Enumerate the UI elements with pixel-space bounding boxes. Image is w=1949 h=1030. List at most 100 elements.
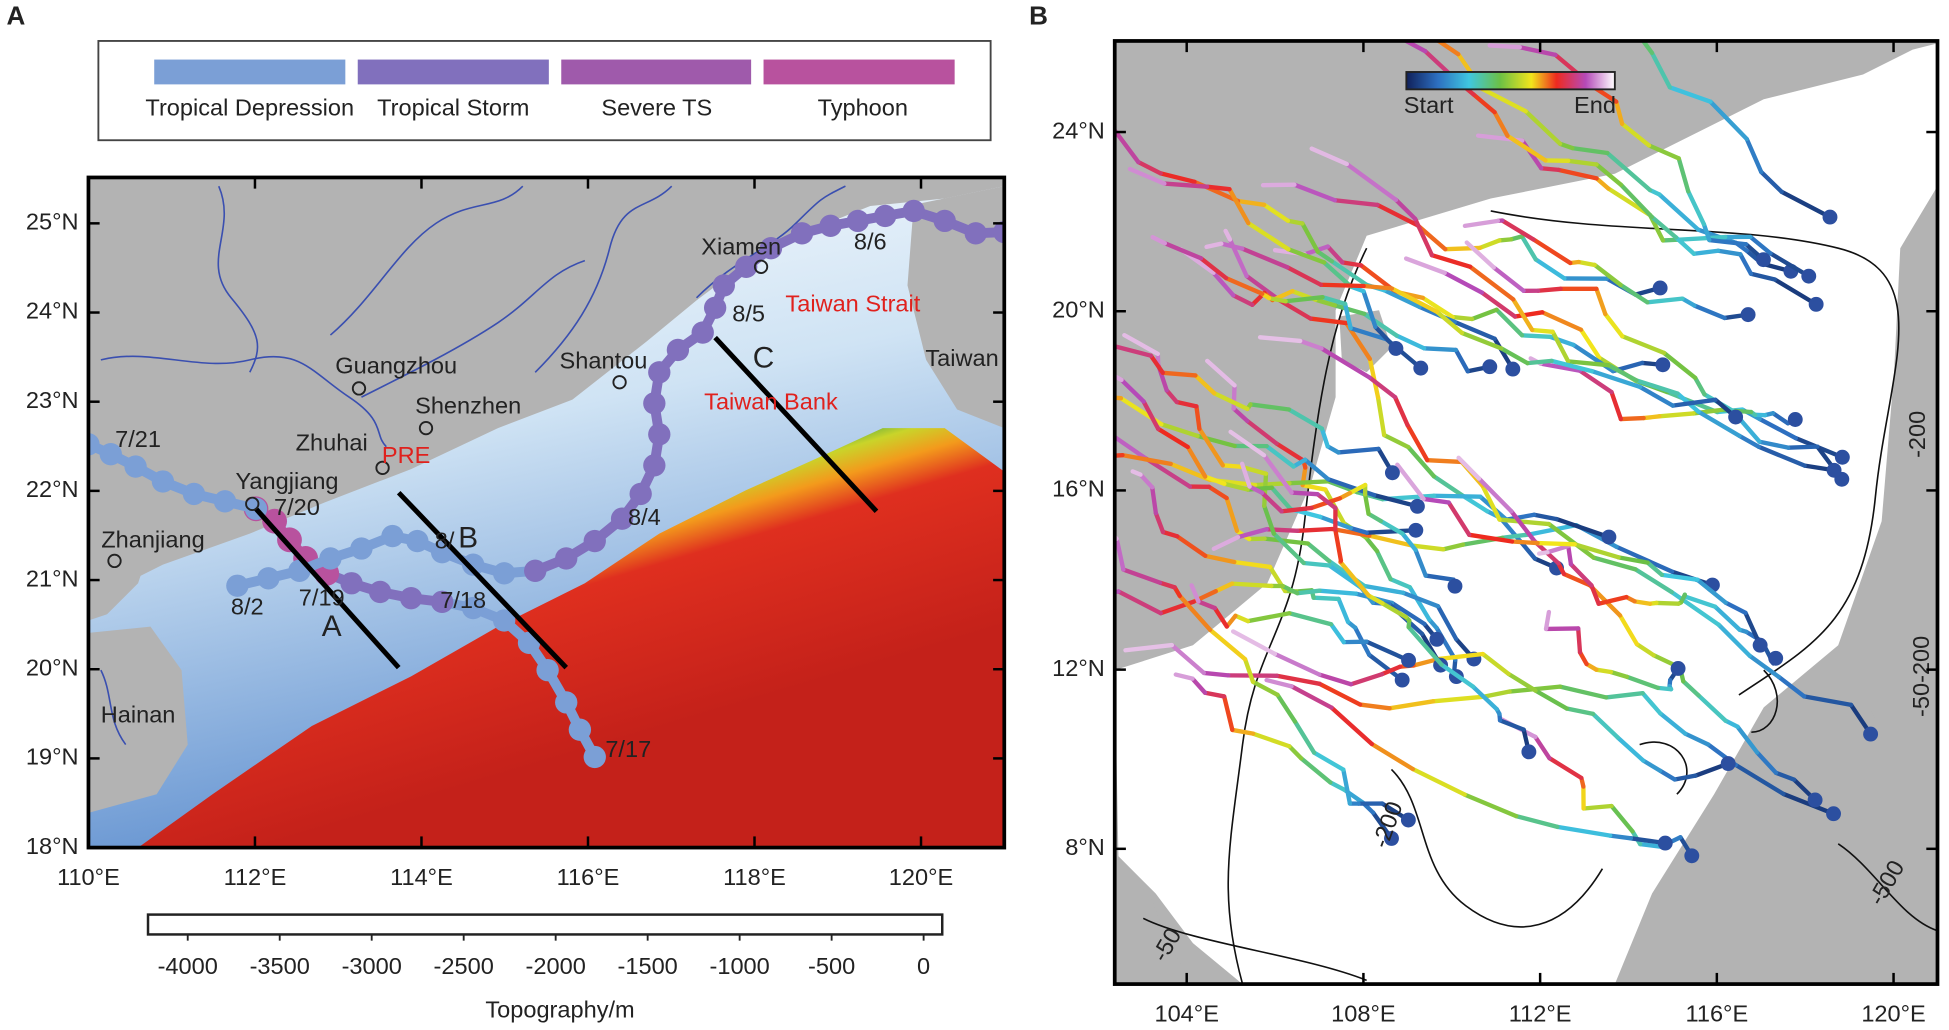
track-segment [1162, 241, 1204, 261]
track-segment [1581, 803, 1614, 811]
track-segment [1531, 512, 1559, 522]
track-segment [1383, 7, 1398, 36]
track-segment [1594, 176, 1611, 191]
date-label: 7/18 [440, 587, 486, 613]
track-segment [1201, 670, 1231, 678]
section-line [713, 335, 879, 513]
river [361, 259, 586, 398]
track-segment [1686, 189, 1707, 227]
legend-swatch [154, 59, 346, 85]
track-segment [1406, 444, 1437, 479]
colorbar-frame [146, 913, 944, 936]
track-segment [1164, 388, 1179, 405]
track-segment [1440, 542, 1466, 552]
river [100, 355, 387, 448]
track-point [406, 529, 429, 553]
track-segment [1319, 346, 1372, 380]
track-segment [1568, 562, 1594, 588]
track-segment [1410, 766, 1467, 797]
track-segment [1157, 580, 1177, 590]
track-segment [1434, 309, 1465, 336]
track-segment [1286, 247, 1327, 265]
track-segment [1244, 273, 1283, 303]
track-segment [1603, 691, 1645, 700]
track-segment [1649, 50, 1673, 90]
track-segment [1366, 593, 1385, 606]
track-segment [1545, 543, 1571, 555]
track-segment [1776, 674, 1807, 699]
y-tick-label: 18°N [26, 833, 79, 859]
track-segment [1277, 298, 1313, 321]
river [100, 669, 127, 746]
track-segment [1759, 169, 1784, 195]
track-segment [1576, 259, 1597, 268]
legend-label: Typhoon [818, 94, 908, 120]
track-start [1801, 268, 1817, 284]
y-tick-label: 8°N [1065, 834, 1105, 860]
track-segment [1616, 555, 1650, 565]
track-segment [1231, 293, 1255, 307]
track-segment [1608, 669, 1630, 680]
city-marker [418, 420, 434, 436]
track-segment [1566, 359, 1611, 368]
track-segment [1660, 237, 1680, 243]
track-point [368, 580, 392, 604]
track-segment [1194, 404, 1202, 431]
section-label: C [753, 342, 775, 375]
track-segment [1464, 240, 1496, 270]
track-start [1834, 449, 1850, 465]
track-segment [1231, 406, 1250, 424]
track-segment [1153, 510, 1166, 535]
frame-b [1112, 39, 1940, 986]
track-segment [1676, 156, 1691, 194]
track-segment [1156, 426, 1190, 450]
track-segment [1400, 531, 1418, 553]
track-segment [1361, 289, 1378, 330]
track-point [381, 524, 404, 548]
colorbar-title: Topography/m [485, 997, 634, 1023]
track-segment [1733, 762, 1786, 797]
track-segment [1261, 453, 1294, 495]
track-segment [1405, 422, 1430, 463]
track-segment [1264, 677, 1294, 689]
track-segment [1412, 216, 1435, 258]
track-segment [1274, 441, 1306, 463]
track-segment [1292, 719, 1317, 755]
track-point [257, 567, 280, 590]
track-point [124, 455, 147, 478]
legend-label: Tropical Depression [145, 94, 354, 120]
date-label: 8/5 [732, 300, 765, 326]
track-segment [1266, 295, 1288, 304]
track-segment [1114, 536, 1126, 572]
tracks [1114, 7, 1879, 864]
track-segment [1116, 589, 1163, 616]
date-label: 7/17 [605, 736, 651, 762]
track-segment [1403, 256, 1447, 276]
track-point [648, 361, 671, 384]
track-segment [1413, 547, 1428, 578]
track-segment [1624, 674, 1661, 691]
y-tick-label: 23°N [26, 387, 79, 413]
track-segment [1212, 391, 1250, 412]
track-segment [1213, 581, 1235, 594]
track-point [340, 572, 363, 595]
track-segment [1620, 334, 1667, 356]
track-segment [1219, 241, 1245, 251]
taiwan [907, 186, 1005, 429]
track-segment [1220, 463, 1244, 469]
track-segment [1341, 767, 1353, 806]
track-segment [1477, 238, 1502, 251]
track-segment [1519, 333, 1553, 339]
track-segment [1480, 651, 1511, 677]
track-segment [1618, 182, 1654, 220]
track-segment [1479, 86, 1528, 114]
track-segment [1162, 181, 1210, 189]
track-segment [1203, 474, 1227, 486]
track-segment [1469, 307, 1499, 322]
track-segment [1712, 604, 1742, 632]
colorbar-label: End [1574, 92, 1616, 118]
track-segment [1235, 198, 1267, 207]
track-segment [1369, 741, 1416, 772]
track-start [1863, 726, 1879, 742]
track-segment [1531, 237, 1573, 266]
